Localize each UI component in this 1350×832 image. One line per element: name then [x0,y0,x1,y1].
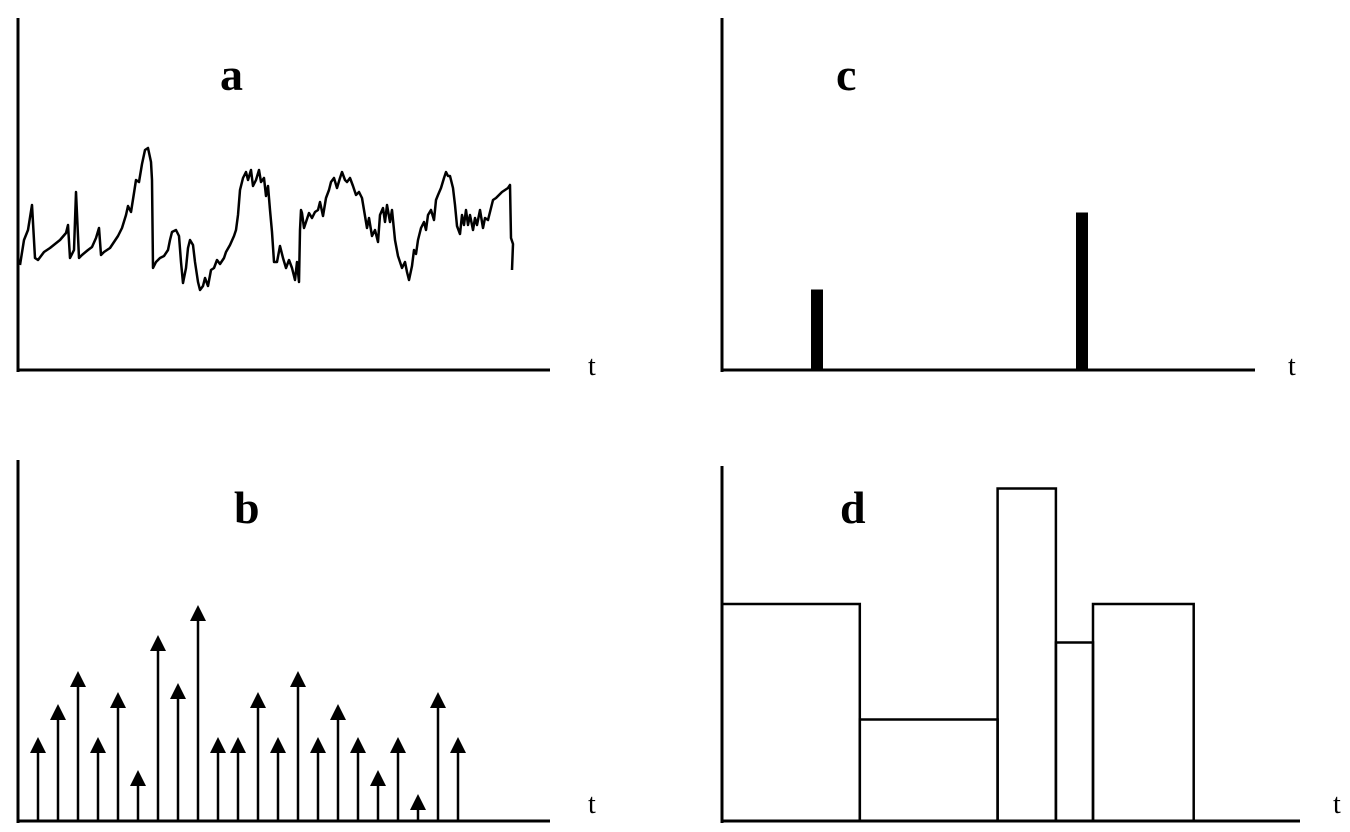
spike [70,671,86,821]
panel-c-t-label: t [1288,351,1296,382]
spike [230,737,246,821]
panel-c-pulses [811,212,1088,370]
rate-segment [720,602,862,823]
spike [50,704,66,821]
panel-a: a t [16,18,596,382]
spike-arrowhead [190,605,206,621]
panel-d-t-label: t [1333,789,1341,820]
panel-a-t-label: t [588,351,596,382]
panel-b-t-label: t [588,789,596,820]
spike-arrowhead [370,770,386,786]
spike [170,683,186,821]
rate-segment [1091,602,1195,823]
spike-arrowhead [270,737,286,753]
spike [190,605,206,821]
spike [350,737,366,821]
panel-a-noisy-trace [18,146,515,292]
rate-segment [858,718,999,823]
spike-arrowhead [170,683,186,699]
spike-arrowhead [230,737,246,753]
spike-arrowhead [430,692,446,708]
spike-arrowhead [330,704,346,720]
spike [310,737,326,821]
spike-arrowhead [110,692,126,708]
spike-arrowhead [450,737,466,753]
spike-arrowhead [210,737,226,753]
panel-d-label: d [840,482,866,533]
spike [150,635,166,821]
spike [210,737,226,821]
pulse-bar [1076,212,1088,370]
spike [130,770,146,821]
spike [330,704,346,821]
spike [450,737,466,821]
panel-d-piecewise-rates [720,487,1195,823]
spike-arrowhead [130,770,146,786]
spike-arrowhead [90,737,106,753]
panel-c-label: c [836,49,856,100]
spike [410,794,426,821]
spike [90,737,106,821]
panel-c: c t [720,18,1296,382]
panel-d: d t [720,466,1341,823]
spike-arrowhead [290,671,306,687]
spike [390,737,406,821]
spike-arrowhead [350,737,366,753]
spike-arrowhead [150,635,166,651]
rate-segment [1054,641,1095,823]
spike-arrowhead [410,794,426,810]
panel-a-label: a [220,49,243,100]
panel-b: b t [16,460,596,823]
spike [430,692,446,821]
spike-arrowhead [50,704,66,720]
spike-arrowhead [30,737,46,753]
spike [30,737,46,821]
spike [110,692,126,821]
spike-arrowhead [310,737,326,753]
spike [270,737,286,821]
pulse-bar [811,289,823,370]
spike [370,770,386,821]
spike-arrowhead [70,671,86,687]
rate-segment [996,487,1058,823]
panel-b-spike-train [30,605,466,821]
panel-b-label: b [234,482,260,533]
spike-arrowhead [250,692,266,708]
spike [290,671,306,821]
spike-arrowhead [390,737,406,753]
spike [250,692,266,821]
